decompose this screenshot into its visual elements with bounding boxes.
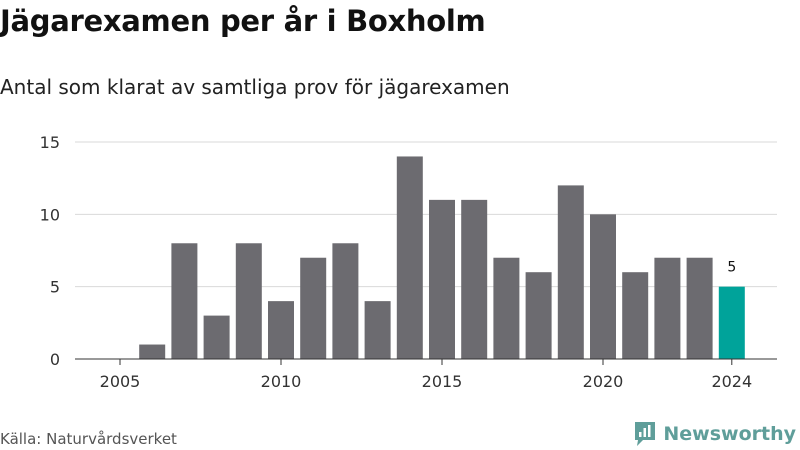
y-tick-label: 5 (50, 278, 60, 297)
chart-title: Jägarexamen per år i Boxholm (0, 4, 486, 38)
brand-logo: Newsworthy (633, 419, 796, 449)
bar-2009 (235, 243, 262, 359)
bar-2010 (268, 301, 294, 359)
brand-name: Newsworthy (663, 423, 796, 445)
bar-2016 (461, 199, 488, 359)
bar-2006 (139, 344, 166, 359)
bar-2024 (718, 286, 745, 359)
source-note: Källa: Naturvårdsverket (0, 430, 177, 448)
bar-2021 (622, 272, 649, 359)
bar-2007 (171, 243, 198, 359)
y-tick-label: 10 (40, 205, 60, 224)
data-label-2024: 5 (727, 260, 736, 276)
bar-2015 (429, 199, 455, 359)
x-tick-label: 2015 (422, 372, 463, 391)
x-tick-label: 2020 (583, 372, 624, 391)
bar-2012 (332, 243, 359, 359)
bar-2011 (300, 257, 327, 359)
chart-subtitle: Antal som klarat av samtliga prov för jä… (0, 75, 510, 99)
bar-2020 (590, 214, 616, 359)
y-tick-label: 15 (40, 133, 60, 152)
bar-2019 (557, 185, 584, 359)
x-tick-label: 2005 (100, 372, 141, 391)
newsworthy-logo-icon (635, 422, 656, 446)
x-tick-label: 2010 (261, 372, 302, 391)
y-tick-label: 0 (50, 350, 60, 369)
bar-2014 (396, 156, 423, 359)
bar-2023 (686, 257, 713, 359)
bar-2022 (654, 257, 681, 359)
x-tick-label: 2024 (711, 372, 752, 391)
bar-2008 (203, 315, 230, 359)
bar-2018 (525, 272, 552, 359)
bar-2013 (364, 301, 391, 359)
bar-chart: 0 5 10 15 5 2005 2010 2015 2020 2024 (40, 133, 777, 391)
bar-2017 (493, 257, 520, 359)
